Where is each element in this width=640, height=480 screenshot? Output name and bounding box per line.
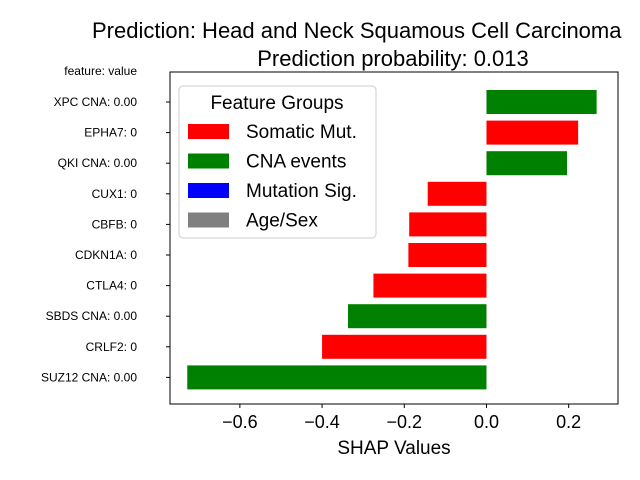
chart-subtitle: Prediction probability: 0.013 <box>257 46 529 71</box>
bar-2 <box>486 120 579 145</box>
ytick-label: SUZ12 CNA: 0.00 <box>41 370 137 384</box>
legend: Feature Groups Somatic Mut. CNA events Mut… <box>178 85 377 239</box>
bar-7 <box>373 273 487 298</box>
ytick-label: CTLA4: 0 <box>86 279 137 293</box>
bar-1 <box>486 90 597 114</box>
x-axis-label: SHAP Values <box>337 438 450 459</box>
legend-entry-label: CNA events <box>246 152 346 173</box>
bar-4 <box>427 181 487 206</box>
legend-entry-label: Somatic Mut. <box>246 122 357 143</box>
ytick-header: feature: value <box>64 64 137 78</box>
plot-frame <box>169 71 619 405</box>
ytick-label: CBFB: 0 <box>92 217 138 231</box>
legend-entry-label: Age/Sex <box>246 211 318 232</box>
legend-swatch <box>188 124 229 139</box>
ytick-label: QKI CNA: 0.00 <box>58 156 138 170</box>
xtick-label: −0.2 <box>387 412 423 432</box>
ytick-label: EPHA7: 0 <box>84 126 137 140</box>
legend-swatch <box>188 153 229 169</box>
bar-9 <box>322 334 487 359</box>
bar-3 <box>486 151 568 176</box>
ytick-label: CDKN1A: 0 <box>75 248 137 262</box>
bar-5 <box>409 212 487 237</box>
legend-title: Feature Groups <box>210 93 343 114</box>
chart-title: Prediction: Head and Neck Squamous Cell … <box>92 18 622 43</box>
ytick-label: SBDS CNA: 0.00 <box>46 309 138 323</box>
legend-swatch <box>188 183 229 198</box>
bar-8 <box>347 304 487 329</box>
ytick-label: XPC CNA: 0.00 <box>54 95 138 109</box>
xtick-label: 0.2 <box>556 412 581 432</box>
bar-6 <box>408 243 487 267</box>
xtick-label: −0.6 <box>222 412 258 432</box>
xtick-label: −0.4 <box>304 412 340 432</box>
ytick-label: CUX1: 0 <box>92 187 138 201</box>
legend-entry-label: Mutation Sig. <box>246 181 357 202</box>
xtick-label: 0.0 <box>474 412 499 432</box>
legend-swatch <box>188 212 229 228</box>
bar-10 <box>187 365 487 390</box>
ytick-label: CRLF2: 0 <box>86 340 138 354</box>
